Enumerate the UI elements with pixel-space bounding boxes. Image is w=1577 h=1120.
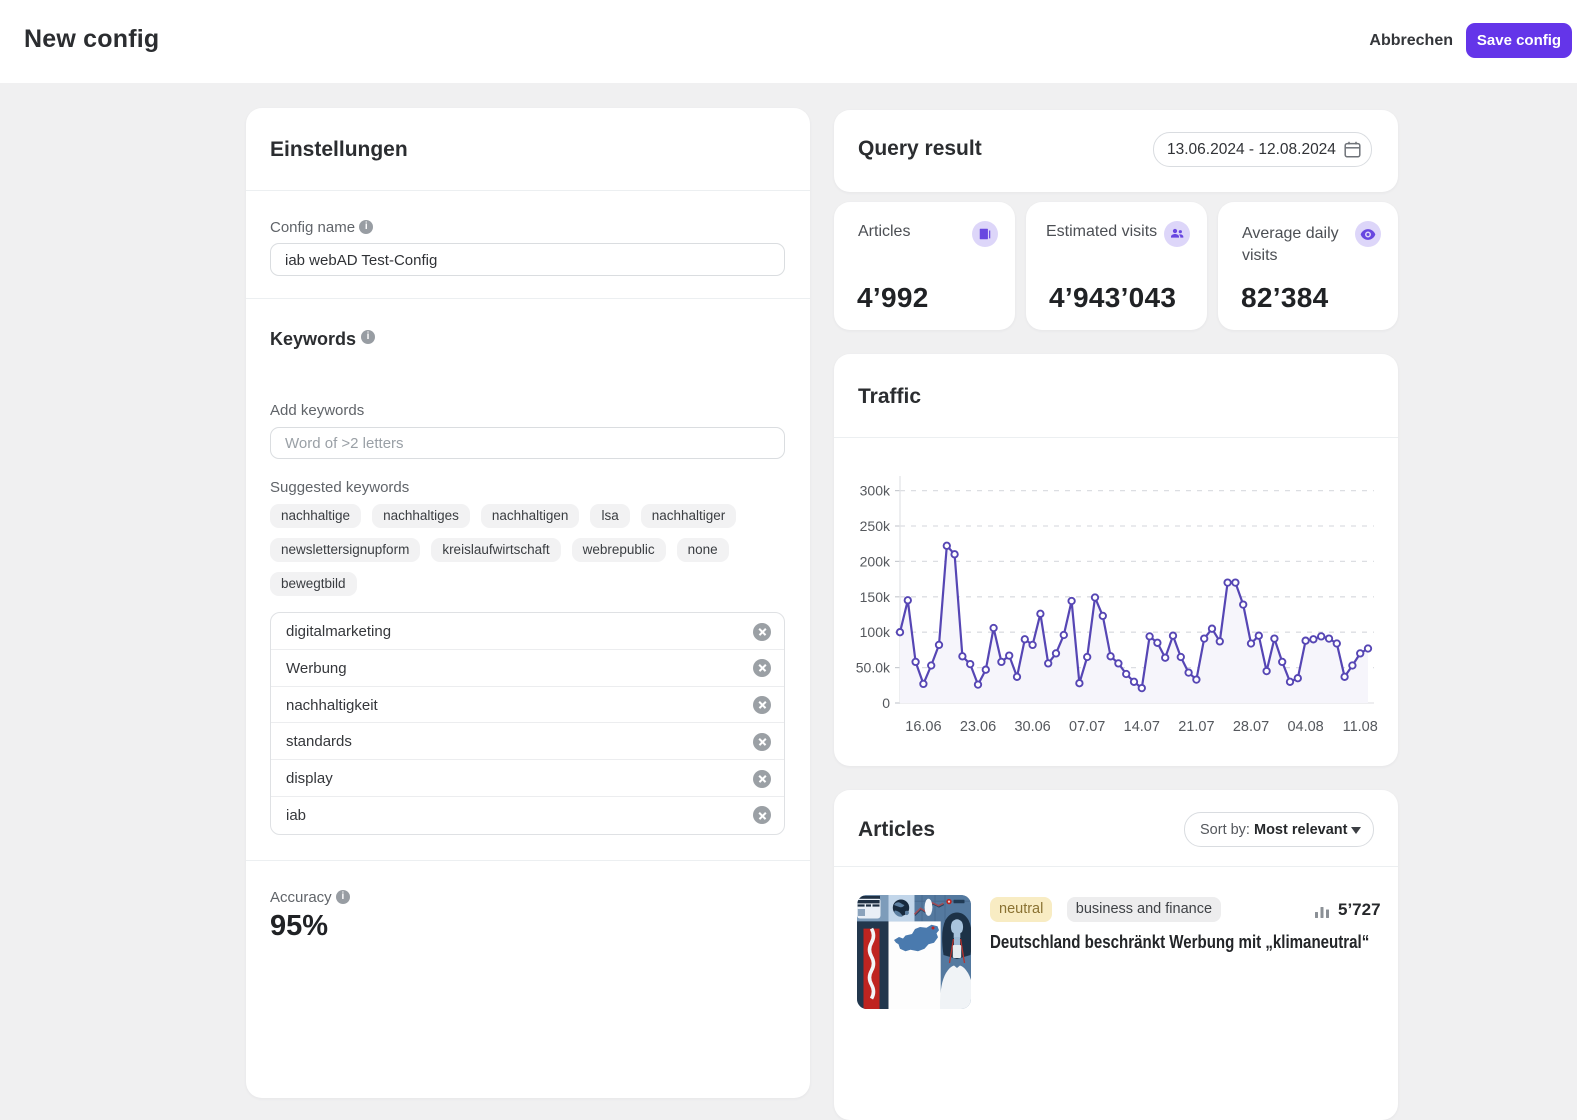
- svg-text:07.07: 07.07: [1069, 719, 1105, 735]
- svg-text:16.06: 16.06: [905, 719, 941, 735]
- svg-text:50.0k: 50.0k: [856, 660, 891, 676]
- svg-text:300k: 300k: [860, 483, 891, 499]
- svg-text:14.07: 14.07: [1124, 719, 1160, 735]
- svg-text:11.08: 11.08: [1343, 719, 1378, 735]
- svg-text:21.07: 21.07: [1178, 719, 1214, 735]
- svg-text:100k: 100k: [860, 624, 891, 640]
- svg-text:0: 0: [882, 695, 890, 711]
- svg-text:28.07: 28.07: [1233, 719, 1269, 735]
- svg-text:30.06: 30.06: [1014, 719, 1050, 735]
- svg-text:250k: 250k: [860, 518, 891, 534]
- svg-text:150k: 150k: [860, 589, 891, 605]
- svg-text:04.08: 04.08: [1287, 719, 1323, 735]
- svg-text:23.06: 23.06: [960, 719, 996, 735]
- svg-text:200k: 200k: [860, 553, 891, 569]
